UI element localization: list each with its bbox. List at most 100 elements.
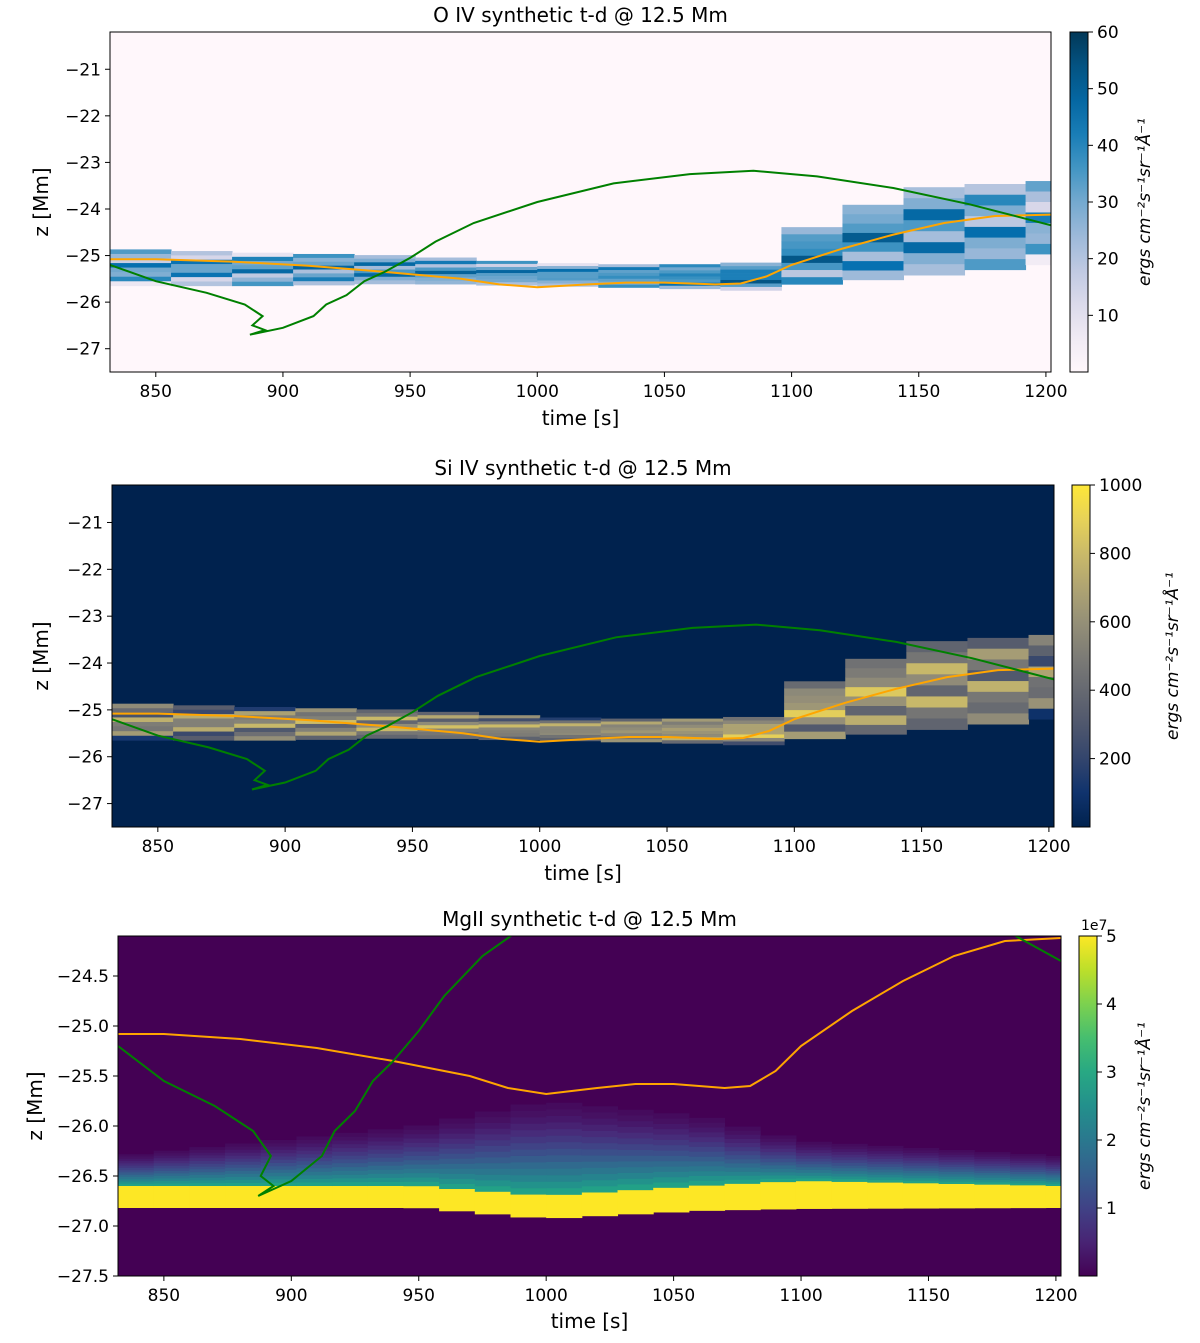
heatmap-cell [439, 1183, 476, 1190]
heatmap-cell [415, 264, 477, 268]
heatmap-cell [296, 1154, 333, 1158]
colorbar-tick-label: 20 [1097, 250, 1119, 270]
colorbar [1071, 484, 1091, 828]
heatmap-cell [967, 681, 1030, 693]
heatmap-cell [293, 277, 355, 282]
heatmap-cell [581, 1106, 619, 1113]
heatmap-cell [189, 1160, 226, 1165]
heatmap-cell [617, 1172, 654, 1179]
heatmap [118, 1102, 1061, 1219]
heatmap-cell [293, 273, 355, 278]
heatmap-cell [189, 1166, 226, 1170]
heatmap-cell [598, 272, 660, 277]
heatmap-cell [403, 1168, 440, 1174]
colorbar [1078, 935, 1098, 1277]
heatmap-cell [476, 279, 538, 283]
heatmap-cell [842, 251, 904, 262]
heatmap-cell [354, 280, 416, 285]
heatmap-cell [232, 269, 294, 274]
heatmap-cell [1045, 1168, 1061, 1172]
y-tick-label: −23 [67, 607, 103, 627]
heatmap-cell [118, 1179, 155, 1182]
heatmap-cell [724, 1126, 761, 1132]
heatmap-cell [537, 263, 599, 267]
colorbar-label: ergs cm⁻²s⁻¹sr⁻¹Å⁻¹ [1133, 1022, 1155, 1190]
heatmap-cell [784, 724, 846, 732]
heatmap-cell [661, 727, 724, 732]
heatmap-cell [510, 1194, 547, 1218]
heatmap-cell [902, 1155, 940, 1159]
heatmap-cell [118, 1186, 155, 1208]
heatmap-cell [476, 260, 538, 265]
heatmap-cell [760, 1162, 797, 1166]
heatmap-cell [723, 737, 785, 742]
heatmap-cell [1028, 656, 1054, 667]
heatmap-cell [332, 1167, 369, 1172]
heatmap-cell [367, 1133, 404, 1138]
heatmap-cell [118, 1172, 155, 1175]
heatmap-cell [795, 1178, 833, 1182]
heatmap-cell [831, 1162, 868, 1166]
x-axis-label: time [s] [551, 1309, 629, 1333]
heatmap-cell [938, 1169, 975, 1173]
x-tick-label: 900 [275, 1286, 307, 1306]
heatmap-cell [403, 1181, 440, 1187]
heatmap-cell [539, 732, 602, 736]
heatmap-cell [723, 723, 785, 728]
series-lines [110, 169, 1051, 336]
heatmap-cell [403, 1160, 440, 1165]
heatmap-cell [478, 724, 541, 728]
heatmap-cell [539, 726, 602, 730]
heatmap-cell [173, 705, 235, 711]
heatmap-cell [295, 727, 357, 733]
heatmap-cell [189, 1186, 226, 1208]
heatmap-cell [902, 1180, 940, 1184]
heatmap-cell [417, 725, 480, 729]
heatmap-cell [781, 227, 843, 235]
orange-track-line [118, 937, 1061, 1096]
heatmap-cell [781, 262, 843, 271]
heatmap-cell [906, 696, 968, 708]
heatmap-cell [367, 1161, 404, 1167]
heatmap-cell [784, 702, 846, 711]
heatmap-cell [110, 263, 172, 268]
heatmap-cell [539, 735, 602, 739]
heatmap-cell [653, 1123, 690, 1130]
heatmap-cell [1028, 666, 1054, 678]
heatmap-cell [112, 726, 174, 732]
heatmap-cell [653, 1187, 690, 1213]
heatmap-cell [795, 1144, 833, 1148]
heatmap-cell [688, 1185, 726, 1211]
heatmap-cell [974, 1161, 1011, 1164]
heatmap-cell [906, 663, 968, 675]
heatmap-cell [795, 1141, 833, 1145]
heatmap-cell [842, 232, 904, 243]
heatmap-cell [831, 1165, 868, 1169]
heatmap-cell [938, 1176, 975, 1180]
heatmap-cell [964, 216, 1027, 228]
heatmap-cell [474, 1157, 511, 1164]
heatmap-cell [795, 1147, 833, 1151]
heatmap-cell [225, 1158, 262, 1163]
heatmap-cell [661, 721, 724, 726]
heatmap-cell [598, 267, 660, 271]
heatmap-cell [1028, 677, 1054, 688]
heatmap-cell [356, 713, 419, 717]
colorbar [1069, 31, 1089, 373]
plot-background [112, 485, 1054, 827]
heatmap-cell [189, 1158, 226, 1162]
heatmap-cell [296, 1143, 333, 1148]
heatmap-cell [724, 1130, 761, 1136]
heatmap-cell [171, 281, 233, 287]
heatmap-cell [474, 1122, 511, 1130]
heatmap-cell [653, 1139, 690, 1146]
heatmap-cell [356, 727, 419, 732]
heatmap-cell [724, 1167, 761, 1172]
heatmap-cell [617, 1149, 654, 1157]
heatmap-cell [845, 706, 907, 716]
heatmap-cell [510, 1136, 547, 1144]
heatmap-cell [118, 1183, 155, 1187]
heatmap-cell [153, 1160, 190, 1164]
green-track-line [110, 169, 1051, 336]
heatmap-cell [110, 258, 172, 264]
